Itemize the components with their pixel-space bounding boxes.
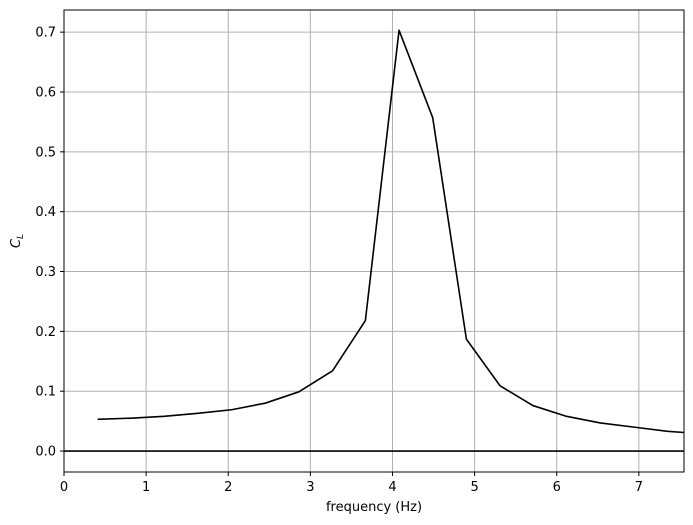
series-line-1 (97, 29, 685, 434)
y-tick-label: 0.1 (35, 385, 56, 400)
y-tick-label: 0.6 (35, 85, 56, 100)
y-tick-label: 0.7 (35, 26, 56, 41)
y-axis-label-main: C (9, 238, 24, 248)
x-tick-label: 4 (388, 480, 396, 495)
x-axis: 0 1 2 3 4 5 6 7 (60, 472, 643, 495)
series-layer (64, 29, 685, 452)
y-tick-label: 0.5 (35, 145, 56, 160)
y-axis-label-sub: L (16, 234, 26, 239)
x-tick-label: 7 (635, 480, 643, 495)
x-tick-label: 2 (224, 480, 232, 495)
x-tick-label: 6 (553, 480, 561, 495)
y-tick-label: 0.3 (35, 265, 56, 280)
grid (63, 10, 684, 472)
y-axis-label: CL (9, 234, 26, 248)
y-tick-label: 0.4 (35, 205, 56, 220)
x-tick-label: 0 (60, 480, 68, 495)
plot-frame (63, 9, 685, 473)
x-tick-label: 5 (470, 480, 478, 495)
x-tick-label: 3 (306, 480, 314, 495)
y-tick-label: 0.0 (35, 445, 56, 460)
x-tick-label: 1 (142, 480, 150, 495)
y-tick-label: 0.2 (35, 325, 56, 340)
x-axis-label: frequency (Hz) (326, 500, 422, 515)
y-axis: 0.0 0.1 0.2 0.3 0.4 0.5 0.6 0.7 (35, 26, 64, 460)
